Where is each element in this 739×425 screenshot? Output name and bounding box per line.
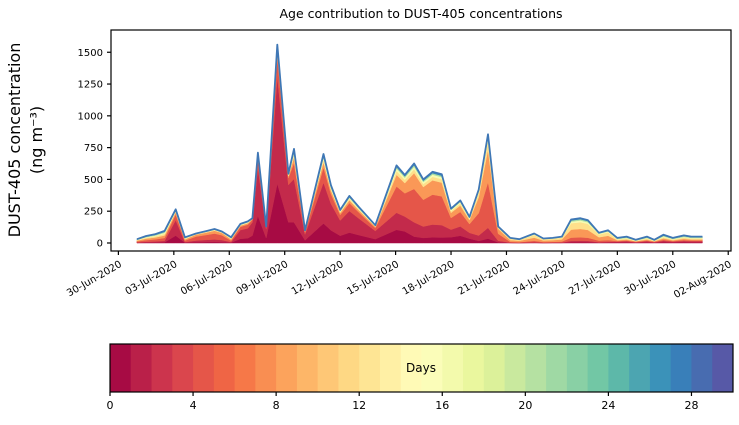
- colorbar-segment: [608, 344, 630, 392]
- colorbar-segment: [110, 344, 132, 392]
- y-tick-label: 750: [84, 143, 103, 154]
- colorbar-tick-label: 0: [107, 399, 114, 412]
- colorbar-segment: [712, 344, 734, 392]
- colorbar-segment: [255, 344, 277, 392]
- colorbar-segment: [172, 344, 194, 392]
- x-tick-label: 18-Jul-2020: [401, 259, 457, 298]
- colorbar-segment: [151, 344, 173, 392]
- x-tick-label: 15-Jul-2020: [345, 259, 401, 298]
- colorbar-segment: [483, 344, 506, 392]
- x-tick-label: 02-Aug-2020: [672, 259, 734, 301]
- colorbar-tick-label: 8: [273, 399, 280, 412]
- colorbar-tick-label: 24: [601, 399, 615, 412]
- y-tick-label: 1250: [78, 80, 103, 91]
- colorbar-segment: [213, 344, 236, 392]
- colorbar-segment: [400, 344, 422, 392]
- colorbar-segment: [504, 344, 526, 392]
- colorbar-tick-label: 4: [190, 399, 197, 412]
- colorbar-segment: [546, 344, 568, 392]
- x-tick-label: 30-Jun-2020: [65, 259, 124, 299]
- colorbar: 0 4 8 12 16 20 24 28: [107, 343, 734, 412]
- colorbar-segment: [525, 344, 547, 392]
- y-axis-units: (ng m⁻³): [27, 106, 46, 174]
- total-concentration-line: [136, 43, 703, 241]
- y-tick-label: 0: [97, 238, 103, 249]
- x-tick-label: 21-Jul-2020: [456, 259, 512, 298]
- plot-axes: 0 250 500 750 1000 1250 1500 30-Jun-2020 03-Jul-…: [65, 29, 734, 301]
- x-tick-label: 12-Jul-2020: [290, 259, 346, 298]
- colorbar-segment: [587, 344, 609, 392]
- y-tick-label: 500: [84, 175, 103, 186]
- chart-title: Age contribution to DUST-405 concentrati…: [279, 6, 562, 21]
- colorbar-segment: [296, 344, 319, 392]
- x-tick-label: 09-Jul-2020: [234, 259, 290, 298]
- colorbar-segment: [691, 344, 713, 392]
- x-tick-label: 24-Jul-2020: [512, 259, 568, 298]
- colorbar-segment: [234, 344, 256, 392]
- colorbar-segment: [649, 344, 672, 392]
- x-tick-label: 27-Jul-2020: [567, 259, 623, 298]
- colorbar-segment: [276, 344, 298, 392]
- y-tick-label: 1500: [78, 48, 103, 59]
- colorbar-segment: [463, 344, 485, 392]
- y-axis-label: DUST-405 concentration: [5, 43, 24, 238]
- colorbar-segment: [421, 344, 443, 392]
- colorbar-segment: [442, 344, 464, 392]
- colorbar-tick-label: 16: [435, 399, 449, 412]
- x-tick-label: 06-Jul-2020: [179, 259, 235, 298]
- x-tick-label: 30-Jul-2020: [623, 259, 679, 298]
- colorbar-segment: [566, 344, 589, 392]
- colorbar-tick-label: 12: [352, 399, 366, 412]
- colorbar-frame: [109, 343, 734, 393]
- colorbar-tick-label: 20: [518, 399, 532, 412]
- area-layer-age-3-6: [136, 56, 703, 243]
- colorbar-tick-label: 28: [684, 399, 698, 412]
- plot-frame: [110, 29, 732, 252]
- colorbar-segment: [130, 344, 153, 392]
- colorbar-segment: [338, 344, 360, 392]
- colorbar-segment: [629, 344, 651, 392]
- x-tick-label: 03-Jul-2020: [124, 259, 180, 298]
- stacked-area-series: [136, 43, 703, 244]
- colorbar-segment: [193, 344, 215, 392]
- colorbar-segment: [359, 344, 381, 392]
- colorbar-segment: [379, 344, 402, 392]
- y-tick-label: 1000: [78, 111, 103, 122]
- colorbar-label: Days: [406, 361, 436, 375]
- y-tick-label: 250: [84, 207, 103, 218]
- colorbar-segment: [670, 344, 692, 392]
- colorbar-segment: [317, 344, 339, 392]
